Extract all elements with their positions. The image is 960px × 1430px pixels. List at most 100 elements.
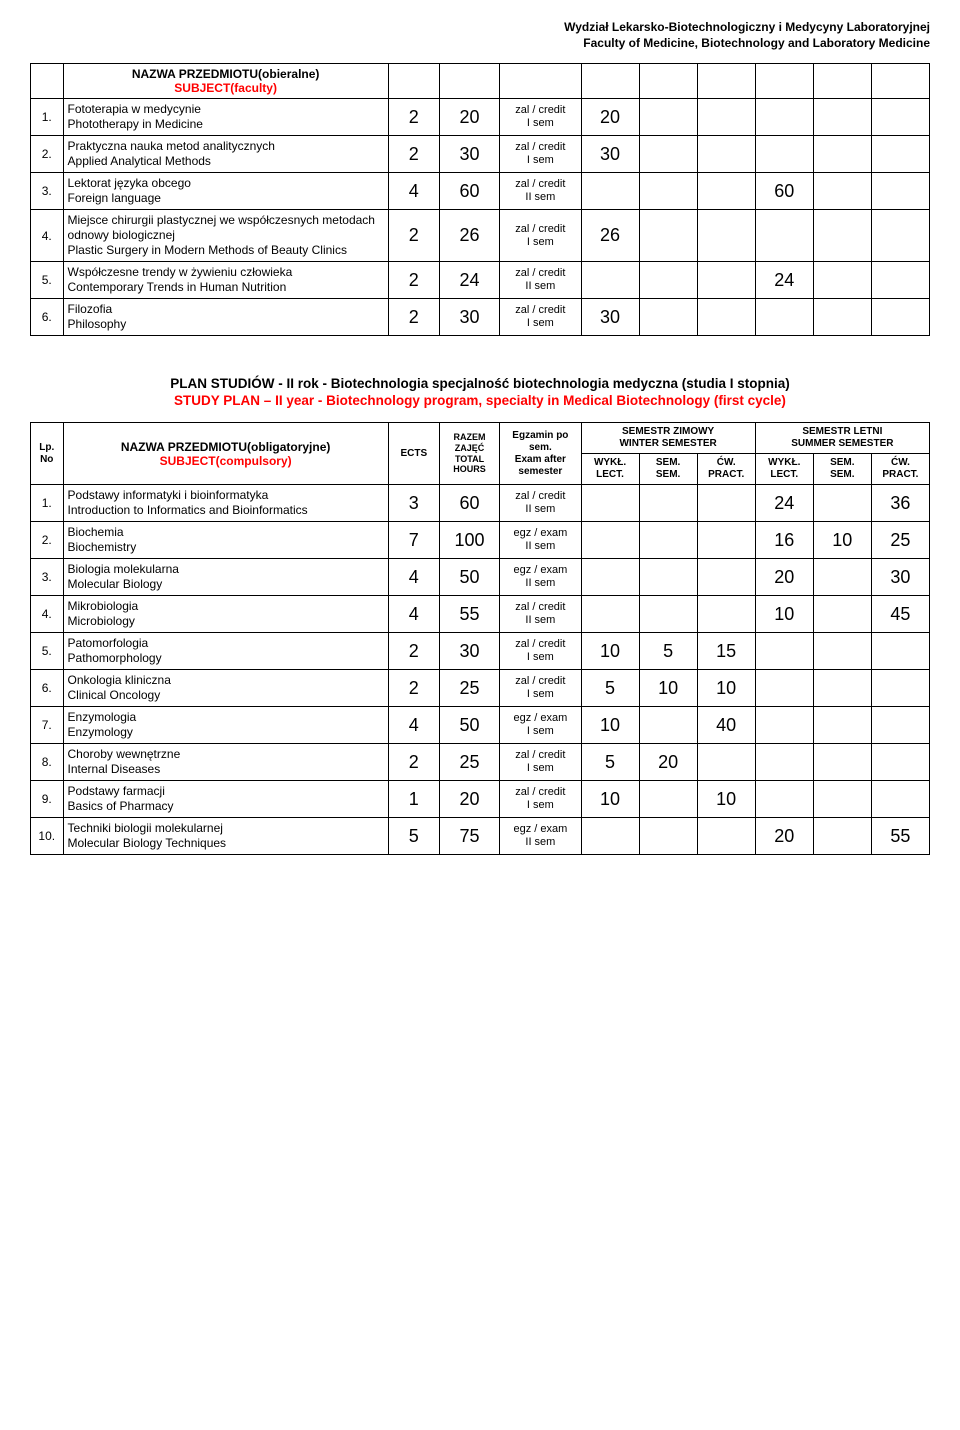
row-c2: 55 bbox=[871, 818, 929, 855]
table-row: 2.BiochemiaBiochemistry7100egz / exam II… bbox=[31, 522, 930, 559]
row-exam: zal / credit II sem bbox=[500, 262, 581, 299]
row-s1: 5 bbox=[639, 633, 697, 670]
row-s1 bbox=[639, 136, 697, 173]
row-c2 bbox=[871, 99, 929, 136]
table-row: 5.Współczesne trendy w żywieniu człowiek… bbox=[31, 262, 930, 299]
row-w1 bbox=[581, 485, 639, 522]
row-w1: 5 bbox=[581, 670, 639, 707]
row-w2: 60 bbox=[755, 173, 813, 210]
row-c2 bbox=[871, 707, 929, 744]
t2-h-s1: SEM. SEM. bbox=[639, 454, 697, 485]
row-subject: Podstawy informatyki i bioinformatykaInt… bbox=[63, 485, 388, 522]
row-s1: 10 bbox=[639, 670, 697, 707]
row-c1: 10 bbox=[697, 670, 755, 707]
row-subject: Podstawy farmacjiBasics of Pharmacy bbox=[63, 781, 388, 818]
row-exam: zal / credit I sem bbox=[500, 744, 581, 781]
row-w2 bbox=[755, 744, 813, 781]
row-exam: egz / exam I sem bbox=[500, 707, 581, 744]
row-ects: 2 bbox=[388, 670, 439, 707]
table-row: 8.Choroby wewnętrzneInternal Diseases225… bbox=[31, 744, 930, 781]
row-c1 bbox=[697, 596, 755, 633]
row-exam: zal / credit I sem bbox=[500, 99, 581, 136]
row-num: 4. bbox=[31, 210, 64, 262]
row-ects: 4 bbox=[388, 173, 439, 210]
table-compulsory: Lp. No NAZWA PRZEDMIOTU(obligatoryjne) S… bbox=[30, 422, 930, 855]
table-row: 9.Podstawy farmacjiBasics of Pharmacy120… bbox=[31, 781, 930, 818]
row-w1 bbox=[581, 596, 639, 633]
table-electives: NAZWA PRZEDMIOTU(obieralne) SUBJECT(facu… bbox=[30, 63, 930, 336]
row-subject: MikrobiologiaMicrobiology bbox=[63, 596, 388, 633]
row-num: 1. bbox=[31, 99, 64, 136]
row-total: 20 bbox=[439, 99, 499, 136]
row-subject: Miejsce chirurgii plastycznej we współcz… bbox=[63, 210, 388, 262]
row-c1 bbox=[697, 559, 755, 596]
table-row: 6.FilozofiaPhilosophy230zal / credit I s… bbox=[31, 299, 930, 336]
row-c1 bbox=[697, 818, 755, 855]
row-w2: 10 bbox=[755, 596, 813, 633]
row-s2 bbox=[813, 210, 871, 262]
row-w1: 26 bbox=[581, 210, 639, 262]
row-w2 bbox=[755, 299, 813, 336]
row-w2 bbox=[755, 781, 813, 818]
row-w1 bbox=[581, 818, 639, 855]
row-s2 bbox=[813, 559, 871, 596]
row-c2: 45 bbox=[871, 596, 929, 633]
row-ects: 5 bbox=[388, 818, 439, 855]
row-exam: zal / credit I sem bbox=[500, 781, 581, 818]
t2-h-w2: WYKŁ. LECT. bbox=[755, 454, 813, 485]
row-s1 bbox=[639, 262, 697, 299]
row-subject: Praktyczna nauka metod analitycznychAppl… bbox=[63, 136, 388, 173]
row-w2 bbox=[755, 633, 813, 670]
row-num: 3. bbox=[31, 559, 64, 596]
row-exam: zal / credit I sem bbox=[500, 210, 581, 262]
t1-head-pl: NAZWA PRZEDMIOTU(obieralne) bbox=[68, 67, 384, 81]
row-ects: 7 bbox=[388, 522, 439, 559]
row-c2 bbox=[871, 210, 929, 262]
row-s2 bbox=[813, 781, 871, 818]
row-s1 bbox=[639, 522, 697, 559]
row-ects: 3 bbox=[388, 485, 439, 522]
row-subject: EnzymologiaEnzymology bbox=[63, 707, 388, 744]
row-total: 30 bbox=[439, 633, 499, 670]
t1-head-en: SUBJECT(faculty) bbox=[68, 81, 384, 95]
row-ects: 2 bbox=[388, 136, 439, 173]
row-s1 bbox=[639, 781, 697, 818]
row-s2 bbox=[813, 262, 871, 299]
row-ects: 4 bbox=[388, 596, 439, 633]
row-num: 6. bbox=[31, 299, 64, 336]
table-row: 7.EnzymologiaEnzymology450egz / exam I s… bbox=[31, 707, 930, 744]
row-total: 25 bbox=[439, 670, 499, 707]
row-c2 bbox=[871, 173, 929, 210]
row-subject: Lektorat języka obcegoForeign language bbox=[63, 173, 388, 210]
row-c1 bbox=[697, 299, 755, 336]
t2-h-c1: ĆW. PRACT. bbox=[697, 454, 755, 485]
row-c2: 25 bbox=[871, 522, 929, 559]
row-s2 bbox=[813, 670, 871, 707]
row-w2: 24 bbox=[755, 485, 813, 522]
row-c2 bbox=[871, 744, 929, 781]
row-subject: Techniki biologii molekularnejMolecular … bbox=[63, 818, 388, 855]
row-total: 75 bbox=[439, 818, 499, 855]
row-s2 bbox=[813, 99, 871, 136]
row-c1 bbox=[697, 744, 755, 781]
row-ects: 2 bbox=[388, 633, 439, 670]
row-s2 bbox=[813, 136, 871, 173]
row-ects: 4 bbox=[388, 559, 439, 596]
t2-h-summer: SEMESTR LETNI SUMMER SEMESTER bbox=[755, 423, 929, 454]
row-exam: zal / credit II sem bbox=[500, 485, 581, 522]
t2-h-s2: SEM. SEM. bbox=[813, 454, 871, 485]
row-s1 bbox=[639, 99, 697, 136]
row-c1 bbox=[697, 210, 755, 262]
row-w1: 20 bbox=[581, 99, 639, 136]
row-w1 bbox=[581, 262, 639, 299]
table-row: 6.Onkologia klinicznaClinical Oncology22… bbox=[31, 670, 930, 707]
row-s2 bbox=[813, 485, 871, 522]
row-w1: 30 bbox=[581, 299, 639, 336]
row-exam: egz / exam II sem bbox=[500, 522, 581, 559]
t2-h-ects: ECTS bbox=[388, 423, 439, 485]
row-total: 100 bbox=[439, 522, 499, 559]
row-num: 9. bbox=[31, 781, 64, 818]
row-w1 bbox=[581, 522, 639, 559]
row-exam: zal / credit I sem bbox=[500, 299, 581, 336]
row-num: 5. bbox=[31, 633, 64, 670]
